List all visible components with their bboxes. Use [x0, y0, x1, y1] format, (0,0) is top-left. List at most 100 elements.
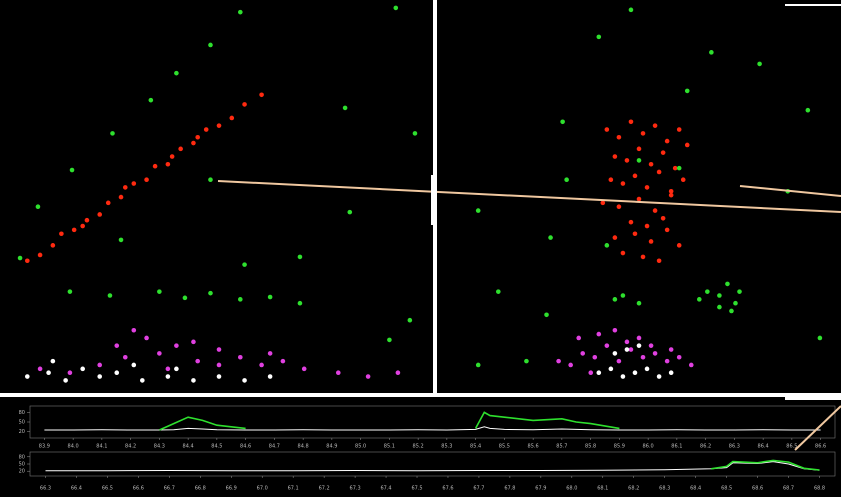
scatter-point: [166, 367, 171, 372]
scatter-point: [725, 282, 730, 287]
scatter-point: [108, 293, 113, 298]
scatter-point: [617, 135, 622, 140]
x-tick-label: 85.2: [413, 444, 424, 450]
scatter-point: [38, 253, 43, 258]
scatter-point: [665, 228, 670, 233]
x-tick-label: 85.3: [441, 444, 452, 450]
scatter-point: [268, 374, 273, 379]
scatter-point: [153, 164, 158, 169]
scatter-point: [665, 139, 670, 144]
scatter-point: [685, 143, 690, 148]
scatter-point: [195, 135, 200, 140]
y-tick-label: 80: [19, 410, 25, 416]
scatter-point: [637, 197, 642, 202]
scatter-point: [195, 359, 200, 364]
scatter-point: [629, 120, 634, 125]
scatter-point: [548, 235, 553, 240]
scatter-point: [191, 141, 196, 146]
scatter-point: [166, 162, 171, 167]
scatter-point: [259, 363, 264, 368]
scatter-point: [576, 336, 581, 341]
scatter-point: [637, 336, 642, 341]
scatter-point: [625, 347, 630, 352]
scatter-point: [637, 147, 642, 152]
scatter-point: [677, 166, 682, 171]
scatter-point: [673, 166, 678, 171]
scatter-point: [170, 154, 175, 159]
x-tick-label: 84.3: [154, 444, 165, 450]
x-tick-label: 66.7: [164, 486, 175, 492]
scatter-point: [496, 289, 501, 294]
scatter-point: [629, 8, 634, 13]
scatter-point: [80, 367, 85, 372]
scatter-point: [709, 50, 714, 55]
x-tick-label: 66.6: [133, 486, 144, 492]
x-tick-label: 86.6: [815, 444, 826, 450]
scatter-point: [657, 258, 662, 263]
scatter-point: [613, 297, 618, 302]
scatter-point: [408, 318, 413, 323]
scatter-point: [625, 158, 630, 163]
scatter-point: [737, 289, 742, 294]
scatter-point: [641, 131, 646, 136]
scatter-point: [238, 297, 243, 302]
scatter-point: [621, 374, 626, 379]
x-tick-label: 84.1: [96, 444, 107, 450]
divider: [0, 393, 841, 397]
divider: [785, 397, 841, 400]
x-tick-label: 67.1: [288, 486, 299, 492]
scatter-point: [605, 127, 610, 132]
y-tick-label: 50: [19, 420, 25, 426]
x-tick-label: 66.3: [40, 486, 51, 492]
scatter-point: [621, 181, 626, 186]
x-tick-label: 68.1: [597, 486, 608, 492]
scatter-point: [629, 347, 634, 352]
scatter-point: [238, 355, 243, 360]
x-tick-label: 86.4: [758, 444, 769, 450]
scatter-point: [661, 150, 666, 155]
scatter-point: [97, 363, 102, 368]
x-tick-label: 67.3: [350, 486, 361, 492]
screen: 20508083.984.084.184.284.384.484.584.684…: [0, 0, 841, 497]
scatter-point: [144, 336, 149, 341]
x-tick-label: 83.9: [39, 444, 50, 450]
scatter-point: [242, 378, 247, 383]
scatter-point: [387, 338, 392, 343]
x-tick-label: 84.2: [125, 444, 136, 450]
scatter-point: [588, 370, 593, 375]
scatter-point: [157, 351, 162, 356]
scatter-point: [217, 374, 222, 379]
x-tick-label: 67.5: [411, 486, 422, 492]
scatter-point: [229, 116, 234, 121]
scatter-point: [80, 224, 85, 229]
scatter-point: [633, 174, 638, 179]
scatter-point: [544, 313, 549, 318]
scatter-point: [106, 201, 111, 206]
scatter-point: [46, 370, 51, 375]
scatter-point: [242, 102, 247, 107]
scatter-point: [669, 347, 674, 352]
scatter-point: [166, 374, 171, 379]
x-tick-label: 85.9: [614, 444, 625, 450]
scatter-point: [413, 131, 418, 136]
x-tick-label: 66.5: [102, 486, 113, 492]
x-tick-label: 67.4: [380, 486, 391, 492]
scatter-point: [208, 43, 213, 48]
scatter-point: [613, 235, 618, 240]
scatter-point: [613, 154, 618, 159]
scatter-point: [657, 170, 662, 175]
scatter-point: [621, 251, 626, 256]
scatter-point: [25, 258, 30, 263]
scatter-point: [669, 370, 674, 375]
scatter-point: [51, 243, 56, 248]
scatter-point: [123, 185, 128, 190]
scatter-point: [97, 374, 102, 379]
scatter-point: [68, 289, 73, 294]
y-tick-label: 20: [19, 469, 25, 475]
x-tick-label: 84.8: [298, 444, 309, 450]
scatter-point: [36, 204, 41, 209]
scatter-point: [601, 201, 606, 206]
scatter-point: [669, 193, 674, 198]
scatter-point: [302, 367, 307, 372]
scatter-point: [681, 177, 686, 182]
